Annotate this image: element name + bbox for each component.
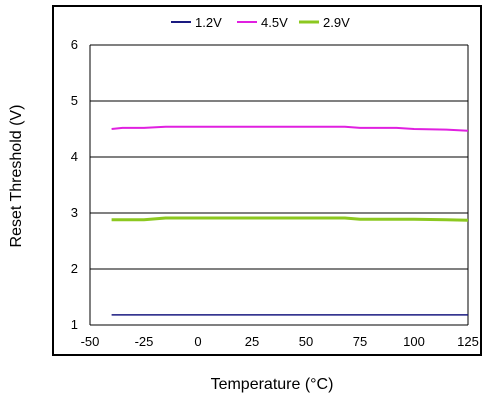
- y-tick-label: 1: [71, 317, 78, 332]
- series-line-2-9v: [111, 216, 469, 222]
- legend: 1.2V 4.5V 2.9V: [171, 15, 350, 30]
- x-tick-label: 50: [299, 334, 313, 349]
- gridlines: [89, 44, 469, 326]
- x-tick-label: -25: [135, 334, 154, 349]
- x-tick-label: 75: [353, 334, 367, 349]
- x-tick-labels: -50 -25 0 25 50 75 100 125: [81, 334, 479, 349]
- y-tick-label: 5: [71, 93, 78, 108]
- y-tick-label: 4: [71, 149, 78, 164]
- x-tick-label: 0: [194, 334, 201, 349]
- legend-label: 2.9V: [323, 15, 350, 30]
- series-line-4-5v: [111, 125, 469, 132]
- y-tick-labels: 1 2 3 4 5 6: [71, 37, 78, 332]
- legend-label: 1.2V: [195, 15, 222, 30]
- x-tick-label: 100: [403, 334, 425, 349]
- y-tick-label: 6: [71, 37, 78, 52]
- plot-frame: [52, 5, 482, 356]
- x-tick-label: 25: [245, 334, 259, 349]
- series-group: [111, 125, 469, 316]
- x-axis-label: Temperature (°C): [211, 376, 334, 393]
- y-tick-label: 3: [71, 205, 78, 220]
- y-axis-label: Reset Threshold (V): [8, 105, 25, 248]
- y-tick-label: 2: [71, 261, 78, 276]
- x-tick-label: 125: [457, 334, 479, 349]
- legend-label: 4.5V: [261, 15, 288, 30]
- x-tick-label: -50: [81, 334, 100, 349]
